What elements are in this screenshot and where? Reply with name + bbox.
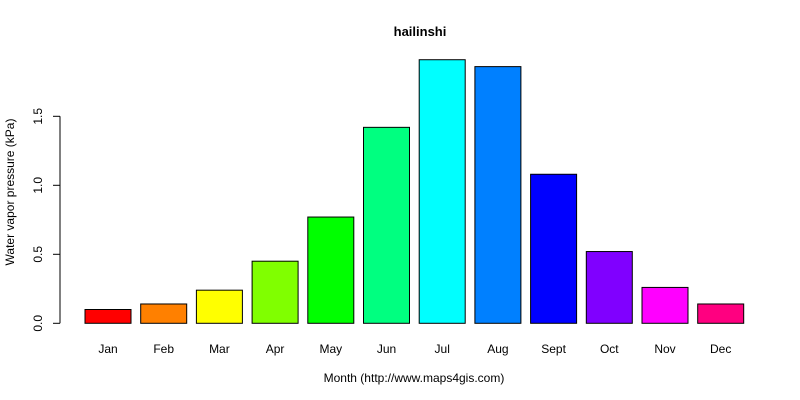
x-tick-label: Aug: [487, 342, 508, 356]
x-tick-label: Jul: [435, 342, 450, 356]
x-axis-label: Month (http://www.maps4gis.com): [324, 371, 505, 385]
x-tick-label: Mar: [209, 342, 230, 356]
bar-jan: [84, 309, 132, 324]
bar-dec: [697, 303, 745, 324]
bar-jul: [418, 59, 466, 324]
x-tick-label: Sept: [541, 342, 566, 356]
x-tick-label: May: [319, 342, 342, 356]
bars: [84, 59, 745, 324]
bar-jun: [363, 126, 410, 324]
bar-sept: [530, 173, 578, 324]
bar-feb: [140, 303, 188, 324]
x-tick-label: Feb: [153, 342, 174, 356]
bar-aug: [474, 66, 522, 324]
bar-nov: [641, 286, 689, 324]
bar-mar: [195, 289, 243, 324]
x-tick-labels: Jan Feb Mar Apr May Jun Jul Aug Sept Oct Nov Dec: [98, 342, 731, 356]
x-tick-label: Nov: [654, 342, 675, 356]
bar-may: [307, 216, 355, 324]
bar-oct: [585, 251, 633, 324]
x-tick-label: Apr: [266, 342, 285, 356]
y-tick-label: 0.0: [31, 315, 45, 332]
y-axis: 0.0 0.5 1.0 1.5: [31, 108, 61, 332]
y-axis-label: Water vapor pressure (kPa): [3, 119, 17, 266]
bar-apr: [251, 260, 299, 324]
y-tick-label: 1.5: [31, 108, 45, 125]
y-tick-label: 0.5: [31, 246, 45, 263]
chart-title: hailinshi: [394, 24, 447, 39]
x-tick-label: Jan: [98, 342, 117, 356]
x-tick-label: Dec: [710, 342, 731, 356]
y-tick-label: 1.0: [31, 177, 45, 194]
x-tick-label: Oct: [600, 342, 619, 356]
x-tick-label: Jun: [377, 342, 396, 356]
